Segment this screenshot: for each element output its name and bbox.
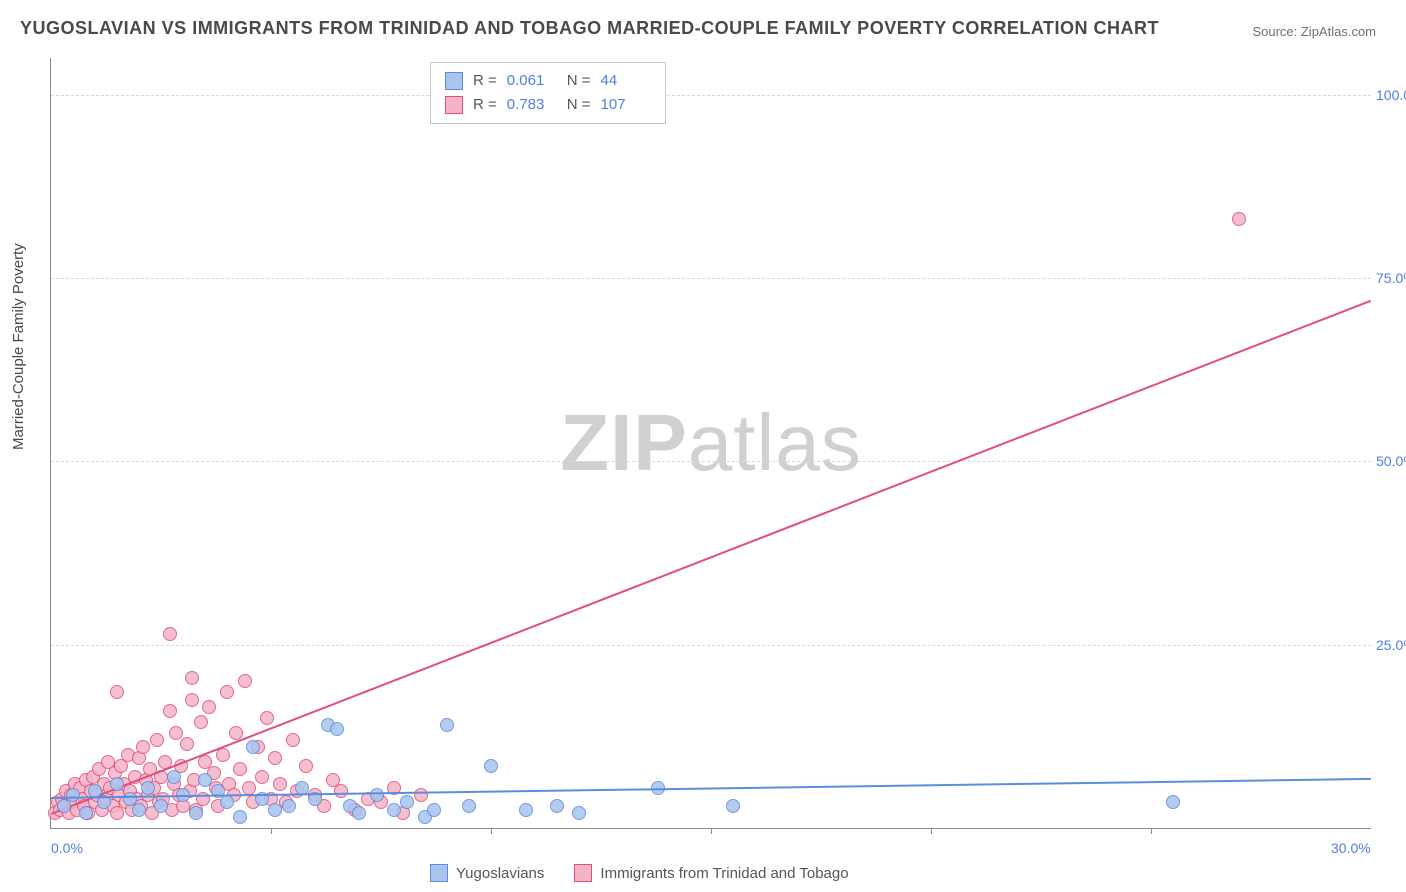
- gridline-h: [51, 278, 1371, 279]
- data-point-b: [299, 759, 313, 773]
- data-point-a: [330, 722, 344, 736]
- data-point-a: [154, 799, 168, 813]
- legend-row-b: R = 0.783 N = 107: [445, 93, 651, 117]
- x-tick-label: 0.0%: [51, 840, 83, 856]
- data-point-a: [233, 810, 247, 824]
- gridline-h: [51, 95, 1371, 96]
- n-value-a: 44: [601, 69, 651, 93]
- source-attribution: Source: ZipAtlas.com: [1252, 24, 1376, 39]
- data-point-b: [242, 781, 256, 795]
- r-value-a: 0.061: [507, 69, 557, 93]
- data-point-b: [238, 674, 252, 688]
- y-tick-label: 50.0%: [1376, 453, 1406, 469]
- data-point-b: [260, 711, 274, 725]
- y-tick-label: 75.0%: [1376, 270, 1406, 286]
- x-tick: [931, 828, 932, 834]
- data-point-a: [268, 803, 282, 817]
- data-point-b: [273, 777, 287, 791]
- data-point-a: [370, 788, 384, 802]
- data-point-a: [484, 759, 498, 773]
- series-a-label: Yugoslavians: [456, 865, 544, 882]
- swatch-series-a: [430, 864, 448, 882]
- data-point-b: [334, 784, 348, 798]
- data-point-a: [427, 803, 441, 817]
- data-point-a: [141, 781, 155, 795]
- data-point-b: [414, 788, 428, 802]
- legend-item-b: Immigrants from Trinidad and Tobago: [574, 864, 848, 882]
- legend-item-a: Yugoslavians: [430, 864, 544, 882]
- data-point-b: [163, 704, 177, 718]
- data-point-a: [519, 803, 533, 817]
- scatter-plot-area: ZIPatlas 25.0%50.0%75.0%100.0%0.0%30.0%: [50, 58, 1371, 829]
- watermark-light: atlas: [688, 398, 862, 487]
- y-tick-label: 25.0%: [1376, 637, 1406, 653]
- data-point-a: [110, 777, 124, 791]
- swatch-series-b: [574, 864, 592, 882]
- data-point-b: [220, 685, 234, 699]
- swatch-series-a: [445, 72, 463, 90]
- series-legend: Yugoslavians Immigrants from Trinidad an…: [430, 864, 849, 882]
- data-point-b: [1232, 212, 1246, 226]
- x-tick: [711, 828, 712, 834]
- data-point-a: [132, 803, 146, 817]
- data-point-a: [167, 770, 181, 784]
- data-point-a: [462, 799, 476, 813]
- data-point-b: [150, 733, 164, 747]
- x-tick: [1151, 828, 1152, 834]
- watermark: ZIPatlas: [560, 397, 861, 489]
- data-point-a: [572, 806, 586, 820]
- r-value-b: 0.783: [507, 93, 557, 117]
- r-label: R =: [473, 93, 497, 117]
- data-point-a: [1166, 795, 1180, 809]
- n-value-b: 107: [601, 93, 651, 117]
- data-point-b: [185, 693, 199, 707]
- y-tick-label: 100.0%: [1376, 87, 1406, 103]
- data-point-a: [400, 795, 414, 809]
- legend-row-a: R = 0.061 N = 44: [445, 69, 651, 93]
- data-point-b: [136, 740, 150, 754]
- data-point-b: [194, 715, 208, 729]
- data-point-a: [189, 806, 203, 820]
- data-point-b: [229, 726, 243, 740]
- gridline-h: [51, 645, 1371, 646]
- data-point-a: [198, 773, 212, 787]
- data-point-a: [352, 806, 366, 820]
- y-axis-label: Married-Couple Family Poverty: [10, 243, 27, 450]
- data-point-a: [79, 806, 93, 820]
- data-point-a: [246, 740, 260, 754]
- watermark-bold: ZIP: [560, 398, 687, 487]
- swatch-series-b: [445, 96, 463, 114]
- data-point-a: [550, 799, 564, 813]
- series-b-label: Immigrants from Trinidad and Tobago: [600, 865, 848, 882]
- data-point-a: [726, 799, 740, 813]
- data-point-a: [440, 718, 454, 732]
- correlation-legend: R = 0.061 N = 44 R = 0.783 N = 107: [430, 62, 666, 124]
- r-label: R =: [473, 69, 497, 93]
- data-point-a: [220, 795, 234, 809]
- data-point-b: [268, 751, 282, 765]
- gridline-h: [51, 461, 1371, 462]
- trend-line-b: [51, 300, 1372, 815]
- data-point-b: [255, 770, 269, 784]
- data-point-b: [185, 671, 199, 685]
- data-point-a: [387, 803, 401, 817]
- data-point-b: [169, 726, 183, 740]
- n-label: N =: [567, 69, 591, 93]
- chart-title: YUGOSLAVIAN VS IMMIGRANTS FROM TRINIDAD …: [20, 18, 1159, 39]
- data-point-b: [202, 700, 216, 714]
- data-point-b: [286, 733, 300, 747]
- data-point-a: [282, 799, 296, 813]
- data-point-b: [163, 627, 177, 641]
- x-tick-label: 30.0%: [1331, 840, 1371, 856]
- n-label: N =: [567, 93, 591, 117]
- data-point-b: [180, 737, 194, 751]
- x-tick: [491, 828, 492, 834]
- data-point-b: [110, 685, 124, 699]
- x-tick: [271, 828, 272, 834]
- data-point-b: [233, 762, 247, 776]
- data-point-a: [66, 788, 80, 802]
